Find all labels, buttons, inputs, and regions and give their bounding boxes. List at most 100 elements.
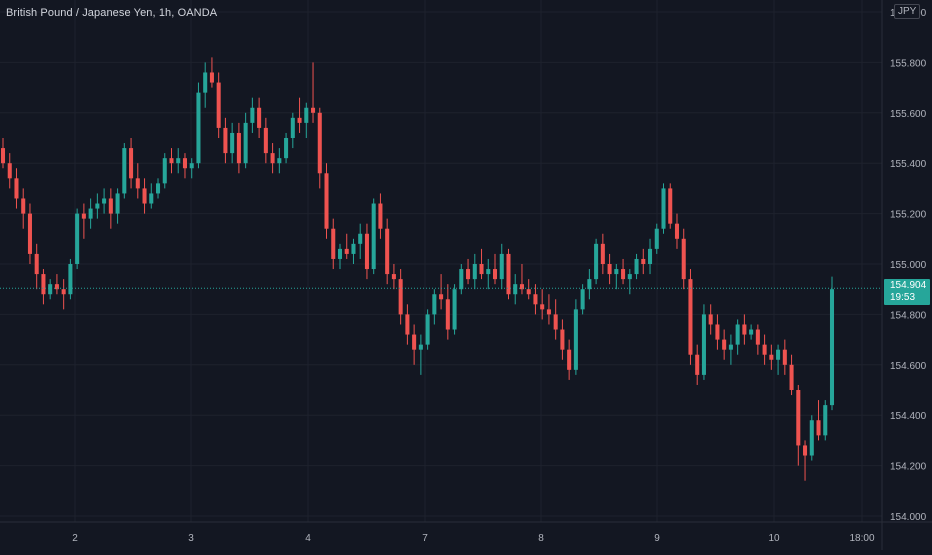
candle-body xyxy=(445,299,450,330)
candle-body xyxy=(526,289,531,295)
candle-body xyxy=(823,405,828,436)
candle-body xyxy=(594,243,599,280)
candle-body xyxy=(344,248,349,254)
candle-body xyxy=(68,264,73,295)
y-tick-label: 154.600 xyxy=(890,361,927,372)
x-tick-label: 4 xyxy=(305,533,311,544)
candle-body xyxy=(290,117,295,138)
y-tick-label: 155.800 xyxy=(890,58,927,69)
candle-body xyxy=(654,228,659,249)
candle-body xyxy=(762,344,767,355)
candle-body xyxy=(209,72,214,83)
candle-body xyxy=(668,188,673,224)
candle-body xyxy=(243,122,248,164)
candle-body xyxy=(21,198,26,214)
candle-body xyxy=(425,314,430,345)
y-tick-label: 154.200 xyxy=(890,462,927,473)
candle-body xyxy=(155,183,161,194)
grid-lines xyxy=(0,0,882,522)
candle-body xyxy=(257,107,262,128)
candle-body xyxy=(263,127,268,154)
candle-body xyxy=(674,223,680,239)
candle-body xyxy=(182,158,187,169)
candle-body xyxy=(0,148,6,164)
candle-body xyxy=(634,258,639,275)
x-tick-label: 9 xyxy=(654,533,660,544)
candle-body xyxy=(75,213,80,264)
x-tick-label: 18:00 xyxy=(849,533,874,544)
candle-body xyxy=(412,334,417,350)
candle-body xyxy=(789,364,794,390)
candle-body xyxy=(769,354,774,360)
candle-body xyxy=(499,253,504,280)
candle-body xyxy=(81,213,86,219)
candle-body xyxy=(533,294,538,305)
candle-body xyxy=(809,420,814,456)
candle-body xyxy=(621,269,626,280)
candle-body xyxy=(513,284,518,295)
candle-body xyxy=(324,173,329,229)
candle-body xyxy=(391,274,396,280)
candle-body xyxy=(546,309,551,315)
candle-body xyxy=(681,238,686,280)
candle-body xyxy=(162,158,167,184)
candle-body xyxy=(715,324,720,340)
last-price-tag: 154.904 19:53 xyxy=(884,279,930,305)
candle-body xyxy=(735,324,740,345)
candle-body xyxy=(95,203,100,209)
candle-body xyxy=(459,269,464,290)
last-price-value: 154.904 xyxy=(890,280,927,291)
candle-body xyxy=(297,117,302,123)
candle-body xyxy=(553,314,558,330)
candle-body xyxy=(472,264,477,280)
candle-body xyxy=(189,163,194,169)
candle-body xyxy=(816,420,821,436)
candle-body xyxy=(203,72,208,93)
candle-body xyxy=(250,107,255,123)
candle-body xyxy=(607,264,612,275)
x-tick-label: 7 xyxy=(422,533,428,544)
candle-body xyxy=(466,269,471,280)
y-tick-label: 155.600 xyxy=(890,109,927,120)
candle-body xyxy=(540,304,545,310)
candle-body xyxy=(371,203,376,270)
candle-body xyxy=(580,289,585,310)
candle-body xyxy=(567,349,572,370)
candle-body xyxy=(486,269,491,275)
x-tick-label: 3 xyxy=(188,533,194,544)
candle-body xyxy=(41,274,46,295)
currency-badge[interactable]: JPY xyxy=(894,4,921,19)
candle-body xyxy=(122,148,127,194)
y-tick-label: 155.200 xyxy=(890,210,927,221)
candle-body xyxy=(803,445,808,456)
candle-body xyxy=(506,253,511,295)
candle-body xyxy=(439,294,444,300)
candle-body xyxy=(223,127,228,154)
candle-body xyxy=(688,279,693,355)
candle-body xyxy=(48,284,53,295)
candle-body xyxy=(722,339,727,350)
candle-body xyxy=(129,148,134,179)
candle-body xyxy=(277,158,282,164)
candle-body xyxy=(627,274,632,280)
candle-body xyxy=(385,228,390,275)
candles xyxy=(0,57,835,481)
candle-body xyxy=(742,324,747,335)
candle-body xyxy=(142,188,147,204)
candle-body xyxy=(311,107,316,113)
candle-body xyxy=(641,258,646,264)
candle-body xyxy=(351,243,356,254)
candle-body xyxy=(728,344,733,350)
candle-body xyxy=(695,354,700,375)
x-tick-label: 2 xyxy=(72,533,78,544)
candle-body xyxy=(176,158,181,164)
y-tick-label: 155.000 xyxy=(890,260,927,271)
candle-body xyxy=(135,178,140,189)
candle-body xyxy=(304,107,309,123)
candle-body xyxy=(600,243,605,264)
candle-body xyxy=(102,198,107,204)
candle-body xyxy=(61,289,66,295)
